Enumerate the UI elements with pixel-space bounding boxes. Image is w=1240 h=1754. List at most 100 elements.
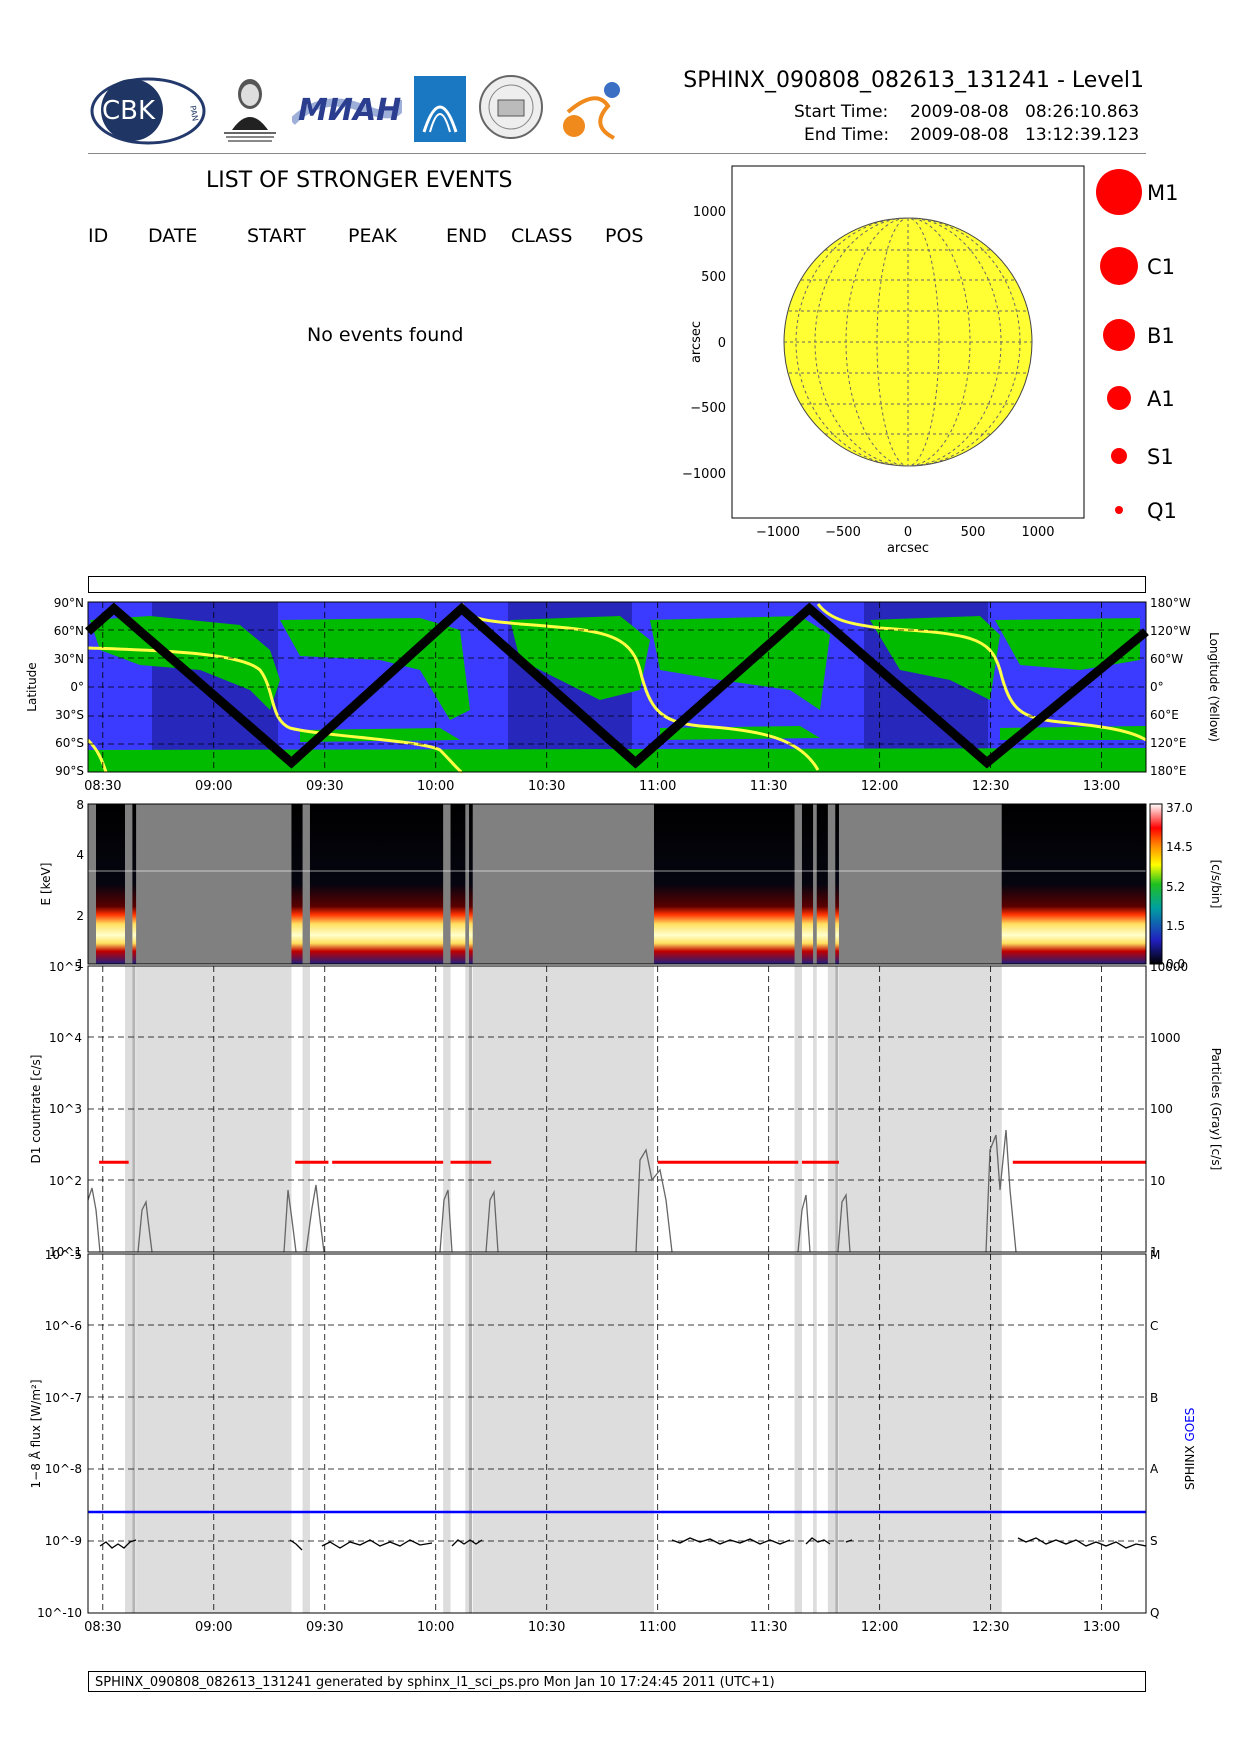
seal-logo [478, 74, 544, 140]
legend-label-q1: Q1 [1147, 499, 1177, 523]
spectrogram-colorbar [1149, 803, 1163, 965]
lon-ytick: 120°E [1150, 736, 1187, 750]
flux-xticks: 08:30 09:00 09:30 10:00 10:30 11:00 11:30 12:00… [84, 1620, 1120, 1635]
gap-band [465, 1254, 470, 1613]
saa-belt-regions [88, 616, 1146, 772]
gap-edge [469, 1254, 473, 1613]
fx-xtick: 12:30 [972, 1620, 1009, 1635]
latitude-yticks: 90°N 60°N 30°N 0° 30°S 60°S 90°S 180°W 1… [25, 596, 1221, 778]
solar-grid [784, 217, 1032, 467]
spectrogram-nodata [88, 804, 1002, 964]
lat-xtick: 13:00 [1083, 779, 1120, 794]
ikp-logo-graphic [414, 76, 466, 142]
lat-xtick: 11:00 [639, 779, 676, 794]
gap-band [136, 1254, 292, 1613]
flux-yticks: 10^-5 10^-6 10^-7 10^-8 10^-9 10^-10 M C… [28, 1248, 1197, 1620]
events-col-id: ID [88, 225, 109, 247]
legend-marker-c1 [1100, 247, 1138, 285]
legend-marker-a1 [1107, 386, 1131, 410]
spectrogram-gap [302, 804, 310, 964]
spectrogram-gap [472, 804, 654, 964]
mian-logo-text: МИАН [298, 93, 401, 128]
colorbar-tick: 14.5 [1166, 840, 1193, 854]
countrate-frame [87, 965, 1147, 1253]
lat-ytick: 0° [70, 680, 84, 694]
event-timeline-bar [88, 576, 1146, 593]
spectrogram-gap [827, 804, 836, 964]
goes-class-label: A [1150, 1462, 1159, 1476]
colorbar-tick: 37.0 [1166, 801, 1193, 815]
spectrogram-frame [87, 803, 1147, 965]
dataset-title: SPHINX_090808_082613_131241 - Level1 [683, 68, 1144, 93]
sun-swirl-logo [556, 78, 626, 144]
flux-gap-bands [124, 1254, 1002, 1613]
longitude-curve [86, 603, 1147, 774]
legend-goes: GOES [1183, 1408, 1197, 1442]
legend-marker-q1 [1115, 506, 1123, 514]
spectrogram-gap [465, 804, 470, 964]
goes-class-label: C [1150, 1319, 1158, 1333]
countrate-yticks: 10^5 10^4 10^3 10^2 10^1 10000 1000 100 … [29, 960, 1223, 1259]
flare-class-legend: M1 C1 B1 A1 S1 Q1 [1096, 169, 1178, 523]
lon-ylabel: Longitude (Yellow) [1207, 632, 1221, 742]
lat-xtick: 10:00 [417, 779, 454, 794]
ct-ytick: 10^5 [49, 960, 82, 974]
spectrogram-gap [124, 804, 133, 964]
colorbar-tick: 5.2 [1166, 880, 1185, 894]
ct-ytick: 10^2 [49, 1174, 82, 1188]
events-col-end: END [446, 225, 487, 247]
legend-marker-m1 [1096, 169, 1142, 215]
cbk-logo-graphic: CBK PAN [90, 77, 206, 145]
sun-xlabel: arcsec [887, 541, 929, 556]
legend-label-c1: C1 [1147, 255, 1175, 279]
fx-ytick: 10^-7 [45, 1391, 82, 1405]
end-time-label: End Time: [804, 125, 890, 145]
gap-band [813, 1254, 817, 1613]
lat-ytick: 90°S [55, 764, 84, 778]
cbk-logo: CBK PAN [90, 76, 208, 146]
gap-band [302, 1254, 310, 1613]
start-time-value: 2009-08-08 08:26:10.863 [910, 102, 1140, 122]
spectrogram-panel: 8 4 2 1 E [keV] 37.0 14.5 5.2 1.5 0.0 [c… [39, 798, 1223, 971]
events-col-start: START [247, 225, 306, 247]
lebedev-portrait-logo [218, 74, 282, 146]
sun-ytick: −1000 [682, 467, 726, 482]
spec-ytick: 1 [76, 957, 84, 971]
fx-xtick: 08:30 [84, 1620, 121, 1635]
lat-xtick: 11:30 [750, 779, 787, 794]
seal-logo-graphic [479, 75, 543, 139]
ct-ylabel: D1 countrate [c/s] [29, 1055, 43, 1164]
flux-grid [88, 1254, 1146, 1613]
latitude-panel: 90°N 60°N 30°N 0° 30°S 60°S 90°S 180°W 1… [25, 596, 1221, 794]
sun-ylabel: arcsec [689, 321, 704, 363]
colorbar-ticks: 37.0 14.5 5.2 1.5 0.0 [c/s/bin] [1166, 801, 1223, 971]
ct-ytick-right: 10000 [1150, 960, 1188, 974]
gap-band [827, 1254, 836, 1613]
lat-ytick: 60°S [55, 736, 84, 750]
sun-ytick: 500 [701, 270, 726, 285]
ct-ytick-right: 1 [1150, 1245, 1158, 1259]
fx-xtick: 09:00 [195, 1620, 232, 1635]
start-time-label: Start Time: [794, 102, 889, 122]
sun-ytick: 0 [718, 336, 726, 351]
goes-class-label: S [1150, 1534, 1158, 1548]
gap-band [813, 966, 817, 1252]
legend-marker-s1 [1111, 448, 1127, 464]
events-col-pos: POS [605, 225, 644, 247]
spectrogram-gap [136, 804, 292, 964]
spectrogram-gap [443, 804, 451, 964]
gap-band [124, 1254, 133, 1613]
legend-label-m1: M1 [1147, 181, 1178, 205]
goes-class-label: M [1150, 1248, 1160, 1262]
spec-ytick: 4 [76, 848, 84, 862]
fx-xtick: 10:00 [417, 1620, 454, 1635]
cbk-logo-text: CBK [102, 96, 156, 126]
goes-class-label: B [1150, 1391, 1158, 1405]
fx-xtick: 13:00 [1083, 1620, 1120, 1635]
ikp-logo [414, 76, 466, 142]
footer-caption: SPHINX_090808_082613_131241 generated by… [88, 1671, 1146, 1692]
fx-ytick: 10^-6 [45, 1319, 82, 1333]
lat-xtick: 12:30 [972, 779, 1009, 794]
sphinx-flux-series [99, 1537, 1147, 1551]
legend-label-a1: A1 [1147, 387, 1175, 411]
